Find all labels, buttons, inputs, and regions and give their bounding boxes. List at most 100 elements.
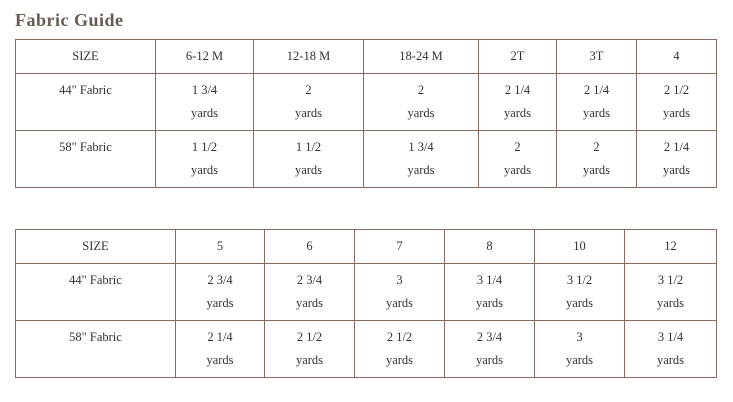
unit: yards — [295, 296, 324, 310]
page-title: Fabric Guide — [15, 10, 124, 30]
amount: 2 1/2 — [296, 330, 323, 344]
value-cell: 3 1/4 yards — [624, 320, 717, 378]
unit: yards — [206, 353, 234, 367]
unit: yards — [662, 106, 691, 120]
header-cell: SIZE — [15, 39, 156, 74]
row-label: 44" Fabric — [69, 273, 122, 287]
unit: yards — [190, 163, 219, 177]
amount: 1 3/4 — [191, 83, 218, 97]
header-cell: 6-12 M — [155, 39, 254, 74]
unit: yards — [503, 163, 532, 177]
amount: 2 1/4 — [583, 83, 610, 97]
amount: 2 3/4 — [207, 273, 233, 287]
unit: yards — [656, 296, 685, 310]
data-row: 44" Fabric 2 3/4 yards 2 3/4 yards 3 yards 3 1/… — [15, 263, 717, 321]
unit: yards — [206, 296, 234, 310]
unit: yards — [475, 296, 504, 310]
amount: 2 1/4 — [663, 140, 690, 154]
value-cell: 3 1/2 yards — [624, 263, 717, 321]
row-label: 58" Fabric — [69, 330, 122, 344]
row-label: 44" Fabric — [59, 83, 112, 97]
size-table: SIZE 6-12 M 12-18 M 18-24 M 2T 3T 4 44" Fabric 1… — [15, 39, 717, 188]
amount: 2 1/2 — [386, 330, 413, 344]
value-cell: 2 1/4 yards — [636, 130, 717, 188]
amount: 3 — [576, 330, 583, 344]
amount: 3 1/2 — [657, 273, 684, 287]
header-row: SIZE 6-12 M 12-18 M 18-24 M 2T 3T 4 — [15, 39, 717, 74]
unit: yards — [385, 353, 414, 367]
value-cell: 1 1/2 yards — [253, 130, 364, 188]
amount: 2 1/4 — [504, 83, 531, 97]
header-cell: 18-24 M — [363, 39, 479, 74]
header-cell: 3T — [556, 39, 637, 74]
header-cell: 8 — [444, 229, 535, 264]
value-cell: 2 3/4 yards — [175, 263, 265, 321]
amount: 3 1/4 — [657, 330, 684, 344]
header-cell: 12 — [624, 229, 717, 264]
amount: 1 1/2 — [295, 140, 322, 154]
value-cell: 2 3/4 yards — [264, 263, 355, 321]
amount: 2 3/4 — [296, 273, 323, 287]
amount: 2 — [417, 83, 425, 97]
header-cell: 12-18 M — [253, 39, 364, 74]
value-cell: 2 1/2 yards — [636, 73, 717, 131]
unit: yards — [656, 353, 685, 367]
unit: yards — [503, 106, 532, 120]
header-cell: 2T — [478, 39, 557, 74]
amount: 3 — [396, 273, 403, 287]
value-cell: 2 3/4 yards — [444, 320, 535, 378]
unit: yards — [385, 296, 414, 310]
unit: yards — [582, 106, 611, 120]
amount: 3 1/2 — [566, 273, 593, 287]
value-cell: 2 1/4 yards — [175, 320, 265, 378]
amount: 1 3/4 — [408, 140, 434, 154]
amount: 2 1/2 — [663, 83, 690, 97]
unit: yards — [475, 353, 504, 367]
value-cell: 1 1/2 yards — [155, 130, 254, 188]
row-label-cell: 58" Fabric — [15, 130, 156, 188]
amount: 3 1/4 — [476, 273, 503, 287]
header-cell: SIZE — [15, 229, 176, 264]
value-cell: 3 1/2 yards — [534, 263, 625, 321]
unit: yards — [190, 106, 219, 120]
data-row: 58" Fabric 2 1/4 yards 2 1/2 yards 2 1/2 yards… — [15, 320, 717, 378]
unit: yards — [565, 296, 594, 310]
value-cell: 1 3/4 yards — [155, 73, 254, 131]
header-cell: 6 — [264, 229, 355, 264]
value-cell: 2 yards — [363, 73, 479, 131]
unit: yards — [565, 353, 594, 367]
unit: yards — [407, 163, 435, 177]
row-label-cell: 44" Fabric — [15, 73, 156, 131]
size-table: SIZE 5 6 7 8 10 12 44" Fabric 2 3/4 yards 2 3/4 yar… — [15, 229, 717, 378]
value-cell: 2 yards — [556, 130, 637, 188]
data-row: 58" Fabric 1 1/2 yards 1 1/2 yards 1 3/4 yards… — [15, 130, 717, 188]
value-cell: 2 1/2 yards — [264, 320, 355, 378]
value-cell: 2 1/4 yards — [478, 73, 557, 131]
value-cell: 3 yards — [354, 263, 445, 321]
value-cell: 3 1/4 yards — [444, 263, 535, 321]
unit: yards — [582, 163, 611, 177]
header-cell: 10 — [534, 229, 625, 264]
amount: 2 1/4 — [207, 330, 233, 344]
unit: yards — [294, 163, 323, 177]
amount: 2 — [593, 140, 600, 154]
header-row: SIZE 5 6 7 8 10 12 — [15, 229, 717, 264]
header-cell: 7 — [354, 229, 445, 264]
amount: 2 — [514, 140, 521, 154]
row-label-cell: 58" Fabric — [15, 320, 176, 378]
unit: yards — [662, 163, 691, 177]
amount: 1 1/2 — [191, 140, 218, 154]
header-cell: 4 — [636, 39, 717, 74]
header-cell: 5 — [175, 229, 265, 264]
value-cell: 2 1/4 yards — [556, 73, 637, 131]
amount: 2 — [305, 83, 312, 97]
value-cell: 3 yards — [534, 320, 625, 378]
amount: 2 3/4 — [476, 330, 503, 344]
value-cell: 2 1/2 yards — [354, 320, 445, 378]
value-cell: 2 yards — [478, 130, 557, 188]
unit: yards — [407, 106, 435, 120]
value-cell: 1 3/4 yards — [363, 130, 479, 188]
value-cell: 2 yards — [253, 73, 364, 131]
unit: yards — [294, 106, 323, 120]
